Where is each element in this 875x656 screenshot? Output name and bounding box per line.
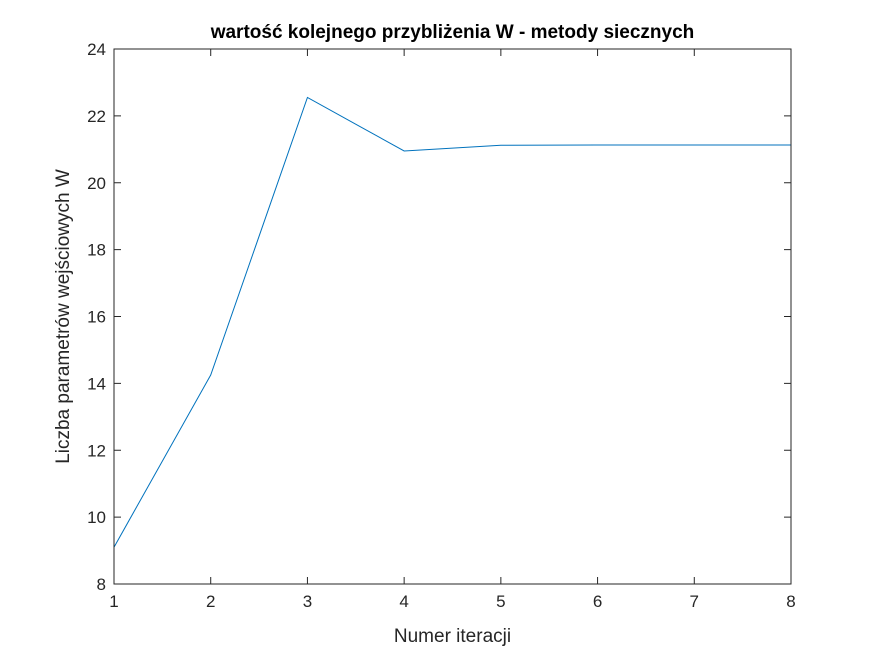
y-tick-label: 24 xyxy=(87,40,106,59)
y-tick-label: 16 xyxy=(87,308,106,327)
y-tick-label: 12 xyxy=(87,441,106,460)
y-tick-label: 20 xyxy=(87,174,106,193)
x-tick-label: 4 xyxy=(399,592,408,611)
y-tick-label: 18 xyxy=(87,241,106,260)
x-tick-label: 6 xyxy=(593,592,602,611)
x-tick-label: 3 xyxy=(303,592,312,611)
y-tick-label: 8 xyxy=(97,575,106,594)
series-line-1 xyxy=(113,96,791,548)
x-tick-label: 5 xyxy=(496,592,505,611)
x-tick-label: 8 xyxy=(786,592,795,611)
x-tick-label: 1 xyxy=(109,592,118,611)
x-tick-label: 2 xyxy=(206,592,215,611)
plot-area xyxy=(114,49,791,584)
axes-box xyxy=(113,48,792,585)
y-axis-label: Liczba parametrów wejściowych W xyxy=(53,169,74,464)
y-tick-label: 22 xyxy=(87,107,106,126)
y-tick-label: 10 xyxy=(87,508,106,527)
chart-title: wartość kolejnego przybliżenia W - metod… xyxy=(210,22,695,43)
x-tick-label: 7 xyxy=(690,592,699,611)
x-axis-label: Numer iteracji xyxy=(394,626,511,647)
series-layer xyxy=(113,96,791,548)
y-tick-label: 14 xyxy=(87,374,106,393)
